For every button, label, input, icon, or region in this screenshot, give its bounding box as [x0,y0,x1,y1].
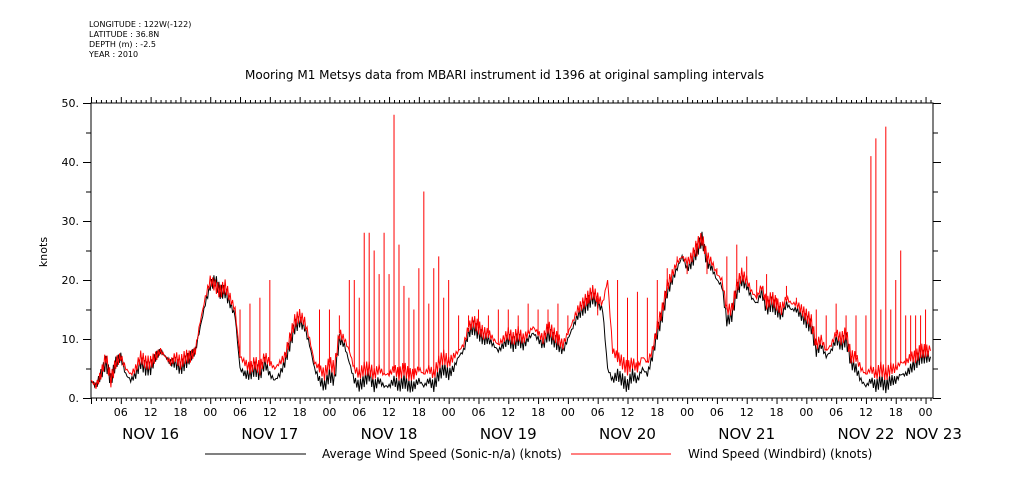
x-tick-label: 18 [412,406,426,419]
x-tick-label: 18 [531,406,545,419]
x-day-label: NOV 17 [241,425,298,443]
y-tick-label: 40. [62,156,80,169]
legend-label-average: Average Wind Speed (Sonic-n/a) (knots) [322,447,562,461]
x-tick-label: 06 [471,406,485,419]
y-tick-label: 10. [62,333,80,346]
plot-frame [90,102,934,399]
depth-text: DEPTH (m) : -2.5 [89,40,156,49]
x-tick-label: 18 [293,406,307,419]
x-tick-label: 12 [620,406,634,419]
x-tick-label: 00 [203,406,217,419]
x-tick-label: 06 [829,406,843,419]
x-tick-label: 00 [442,406,456,419]
x-tick-label: 00 [919,406,933,419]
x-tick-label: 06 [710,406,724,419]
y-axis-label: knots [37,237,50,267]
x-tick-label: 18 [173,406,187,419]
y-tick-label: 20. [62,274,80,287]
x-day-label: NOV 22 [837,425,894,443]
legend: Average Wind Speed (Sonic-n/a) (knots) Wi… [205,447,872,461]
x-tick-label: 00 [680,406,694,419]
latitude-text: LATITUDE : 36.8N [89,30,160,39]
x-tick-label: 00 [561,406,575,419]
x-tick-label: 12 [740,406,754,419]
series-layer [91,114,931,394]
x-tick-label: 12 [859,406,873,419]
axes-layer: 06 12 18 00 06 12 18 00 06 12 18 00 06 12 18 00 06 12 18 00… [62,97,962,443]
x-tick-label: 12 [263,406,277,419]
x-day-label: NOV 19 [480,425,537,443]
metadata-block: LONGITUDE : 122W(-122) LATITUDE : 36.8N … [89,20,191,60]
x-tick-label: 18 [889,406,903,419]
y-tick-label: 30. [62,215,80,228]
x-day-label: NOV 16 [122,425,179,443]
x-tick-label: 18 [650,406,664,419]
longitude-text: LONGITUDE : 122W(-122) [89,20,192,29]
x-day-label: NOV 21 [718,425,775,443]
x-tick-label: 06 [114,406,128,419]
x-tick-label: 12 [382,406,396,419]
x-tick-label: 18 [770,406,784,419]
x-tick-label: 00 [322,406,336,419]
x-tick-label: 00 [799,406,813,419]
series-line-windbird [91,233,931,389]
x-tick-label: 12 [144,406,158,419]
y-tick-label: 50. [62,97,80,110]
x-tick-label: 06 [591,406,605,419]
x-tick-label: 12 [501,406,515,419]
x-day-label: NOV 20 [599,425,656,443]
x-day-label: NOV 23 [905,425,962,443]
year-text: YEAR : 2010 [89,50,139,59]
legend-label-windbird: Wind Speed (Windbird) (knots) [688,447,872,461]
y-tick-label: 0. [69,392,80,405]
x-tick-label: 06 [233,406,247,419]
x-day-label: NOV 18 [361,425,418,443]
plot-border [90,102,934,399]
x-tick-label: 06 [352,406,366,419]
chart-title: Mooring M1 Metsys data from MBARI instru… [245,68,764,82]
